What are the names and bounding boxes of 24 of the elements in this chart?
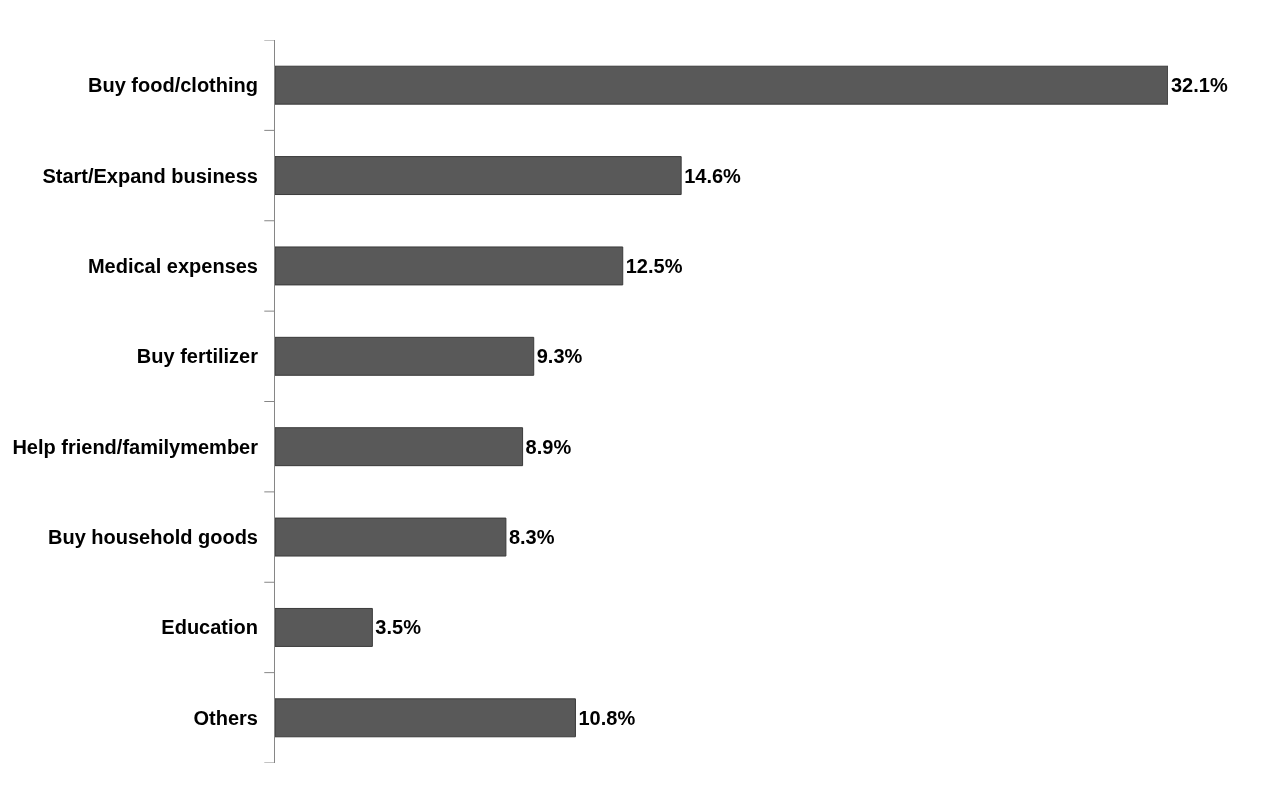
data-label: 14.6%: [684, 164, 742, 187]
data-label: 32.1%: [1171, 74, 1228, 97]
data-label: 12.5%: [625, 254, 683, 277]
y-tick-label: Help friend/familymember: [12, 435, 259, 458]
data-label: 9.3%: [536, 345, 583, 368]
bar: [275, 698, 576, 738]
bar: [275, 156, 682, 196]
bar: [275, 607, 373, 647]
data-label: 3.5%: [375, 616, 422, 639]
data-label: 10.8%: [578, 706, 636, 729]
y-tick-label: Buy fertilizer: [136, 345, 259, 368]
data-label: 8.9%: [525, 435, 572, 458]
y-tick-label: Education: [161, 616, 258, 639]
y-tick-label: Medical expenses: [87, 254, 258, 277]
bar: [275, 246, 624, 286]
y-tick-label: Buy food/clothing: [88, 74, 258, 97]
bar: [275, 336, 535, 376]
bar: [275, 427, 524, 467]
y-tick-label: Others: [193, 706, 258, 729]
y-tick-label: Start/Expand business: [42, 164, 258, 187]
bar: [275, 517, 507, 557]
data-label: 8.3%: [508, 526, 555, 549]
bar: [275, 65, 1168, 105]
y-tick-label: Buy household goods: [48, 526, 258, 549]
